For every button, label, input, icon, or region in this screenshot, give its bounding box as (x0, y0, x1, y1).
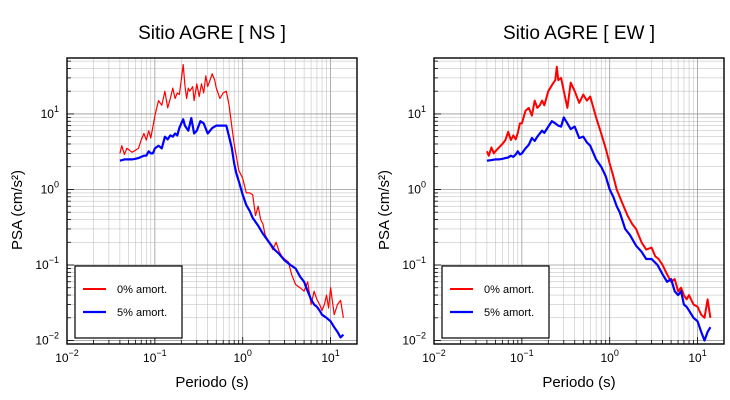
legend-label-0: 0% amort. (117, 284, 167, 296)
chart-title: Sitio AGRE [ NS ] (138, 23, 286, 44)
legend: 0% amort. 5% amort. (441, 265, 550, 339)
x-tick-label: 10−2 (55, 348, 79, 365)
x-tick-label: 101 (321, 348, 339, 365)
x-axis-label: Periodo (s) (175, 374, 248, 391)
y-tick-label: 100 (41, 179, 59, 196)
y-tick-label: 10−1 (402, 255, 426, 272)
x-tick-label: 101 (688, 348, 706, 365)
series-line-0 (485, 65, 712, 319)
chart-panel-ew: Sitio AGRE [ EW ] Periodo (s) PSA (cm/s²… (376, 23, 725, 391)
chart-title: Sitio AGRE [ EW ] (503, 23, 655, 44)
y-tick-label: 10−2 (402, 331, 426, 348)
x-tick-label: 10−1 (510, 348, 534, 365)
y-tick-label: 101 (408, 104, 426, 121)
legend-label-0: 0% amort. (484, 284, 534, 296)
chart-panel-ns: Sitio AGRE [ NS ] Periodo (s) PSA (cm/s²… (9, 23, 358, 391)
x-tick-label: 10−2 (422, 348, 446, 365)
y-tick-label: 10−2 (35, 331, 59, 348)
plot-frame (66, 57, 358, 345)
series-line-1 (486, 116, 712, 342)
y-tick-label: 101 (41, 104, 59, 121)
legend: 0% amort. 5% amort. (74, 265, 183, 339)
plot-frame (433, 57, 725, 345)
legend-label-1: 5% amort. (484, 307, 534, 319)
y-axis-label: PSA (cm/s²) (376, 170, 393, 250)
series-line-0 (119, 63, 344, 318)
y-tick-label: 100 (408, 179, 426, 196)
legend-label-1: 5% amort. (117, 307, 167, 319)
legend-box (441, 265, 550, 339)
y-tick-label: 10−1 (35, 255, 59, 272)
series-line-1 (119, 117, 345, 339)
x-axis-label: Periodo (s) (542, 374, 615, 391)
x-tick-label: 100 (601, 348, 619, 365)
y-axis-label: PSA (cm/s²) (9, 170, 26, 250)
x-tick-label: 10−1 (143, 348, 167, 365)
x-tick-label: 100 (234, 348, 252, 365)
legend-box (74, 265, 183, 339)
